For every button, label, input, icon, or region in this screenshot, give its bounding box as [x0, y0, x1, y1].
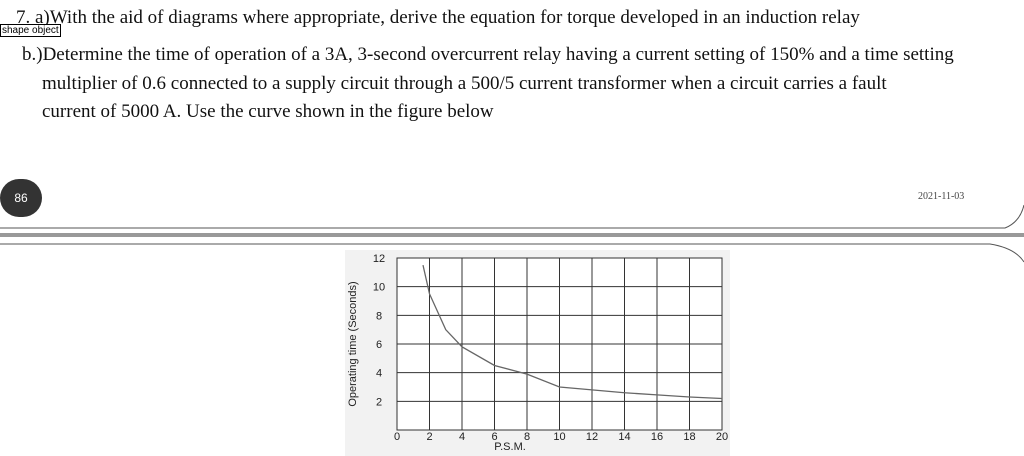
x-axis-label: P.S.M. [494, 441, 526, 453]
x-tick-label: 0 [394, 431, 400, 443]
divider [0, 233, 1024, 237]
question-b-line: current of 5000 A. Use the curve shown i… [42, 101, 494, 122]
question-a: 7. a)With the aid of diagrams where appr… [16, 7, 860, 28]
y-axis-label: Operating time (Seconds) [347, 281, 359, 406]
question-b-line: b.)Determine the time of operation of a … [22, 44, 954, 65]
y-tick-label: 8 [376, 310, 382, 322]
x-tick-label: 14 [618, 431, 630, 443]
x-tick-label: 18 [683, 431, 695, 443]
shape-label: shape object [0, 24, 61, 37]
x-tick-label: 12 [586, 431, 598, 443]
x-tick-label: 10 [553, 431, 565, 443]
y-tick-label: 12 [373, 253, 385, 265]
x-tick-label: 16 [651, 431, 663, 443]
y-tick-label: 4 [376, 368, 382, 380]
y-tick-label: 10 [373, 282, 385, 294]
divider [0, 204, 1024, 229]
page-number: 86 [0, 179, 42, 217]
question-b-line: multiplier of 0.6 connected to a supply … [42, 73, 887, 94]
date: 2021-11-03 [918, 191, 965, 202]
x-tick-label: 20 [716, 431, 728, 443]
y-tick-label: 2 [376, 396, 382, 408]
x-tick-label: 6 [491, 431, 497, 443]
divider [0, 243, 1024, 263]
curve [422, 265, 723, 400]
x-tick-label: 8 [524, 431, 530, 443]
x-tick-label: 2 [426, 431, 432, 443]
y-tick-label: 6 [376, 339, 382, 351]
x-tick-label: 4 [459, 431, 465, 443]
